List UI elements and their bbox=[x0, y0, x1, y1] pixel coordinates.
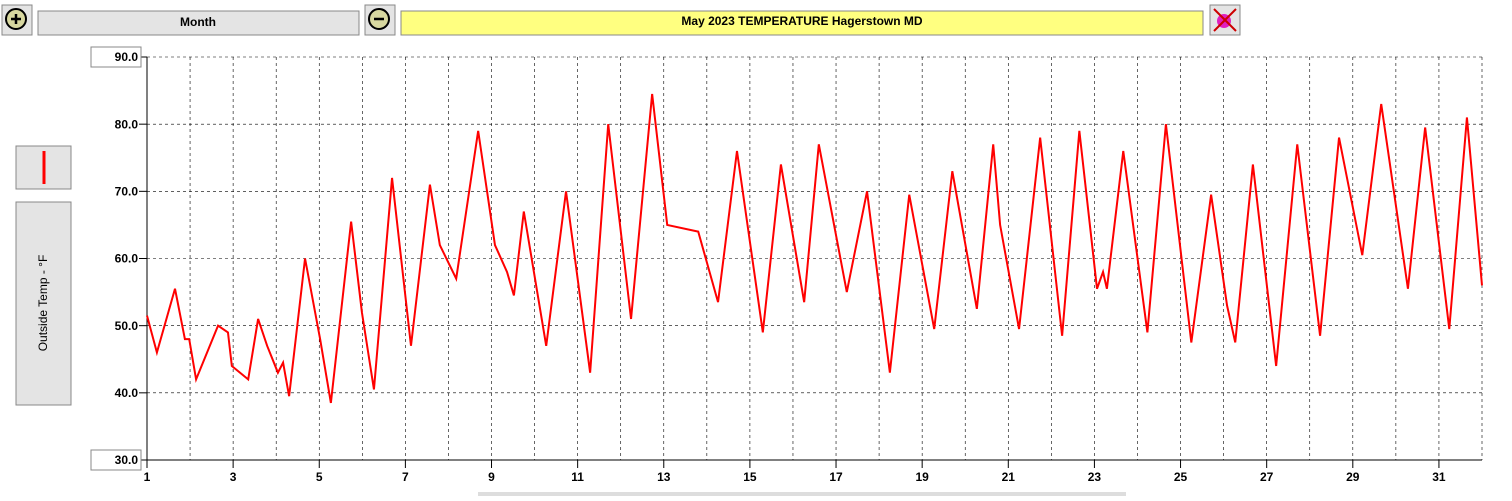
legend-label: Outside Temp - °F bbox=[36, 255, 50, 352]
y-tick-label: 70.0 bbox=[115, 185, 139, 199]
period-label: Month bbox=[180, 15, 216, 29]
x-tick-label: 1 bbox=[144, 470, 151, 484]
x-tick-label: 25 bbox=[1174, 470, 1188, 484]
scrollbar[interactable] bbox=[478, 492, 1126, 496]
chart-title: May 2023 TEMPERATURE Hagerstown MD bbox=[681, 14, 922, 28]
y-tick-box bbox=[90, 449, 142, 471]
y-tick-label: 30.0 bbox=[115, 453, 139, 467]
x-tick-label: 17 bbox=[829, 470, 843, 484]
y-tick-label: 40.0 bbox=[115, 386, 139, 400]
x-tick-label: 29 bbox=[1346, 470, 1360, 484]
plot: 30.040.050.060.070.080.090.01 3 5 7 9 11 13 15 1… bbox=[90, 46, 1483, 484]
x-tick-label: 3 bbox=[230, 470, 237, 484]
x-tick-label: 15 bbox=[743, 470, 757, 484]
x-tick-label: 13 bbox=[657, 470, 671, 484]
legend-button[interactable] bbox=[15, 145, 72, 190]
x-tick-label: 23 bbox=[1088, 470, 1102, 484]
x-tick-label: 21 bbox=[1002, 470, 1016, 484]
y-tick-label: 90.0 bbox=[115, 50, 139, 64]
series-line bbox=[146, 93, 1483, 404]
x-tick-label: 11 bbox=[571, 470, 584, 484]
y-tick-box bbox=[90, 46, 142, 68]
x-tick-label: 31 bbox=[1432, 470, 1446, 484]
x-tick-label: 7 bbox=[402, 470, 409, 484]
y-tick-label: 50.0 bbox=[115, 319, 139, 333]
settings-icon[interactable] bbox=[1209, 4, 1241, 36]
axes bbox=[146, 57, 1482, 461]
zoom-in-button[interactable] bbox=[1, 4, 33, 36]
zoom-out-button[interactable] bbox=[364, 4, 396, 36]
series-button[interactable]: Outside Temp - °F bbox=[15, 201, 72, 406]
x-tick-label: 9 bbox=[488, 470, 495, 484]
x-tick-label: 19 bbox=[915, 470, 929, 484]
y-tick-label: 60.0 bbox=[115, 252, 139, 266]
x-tick-label: 27 bbox=[1260, 470, 1274, 484]
title-box bbox=[400, 10, 1204, 36]
y-tick-label: 80.0 bbox=[115, 117, 139, 131]
x-tick-label: 5 bbox=[316, 470, 323, 484]
period-button[interactable]: Month bbox=[37, 10, 360, 36]
